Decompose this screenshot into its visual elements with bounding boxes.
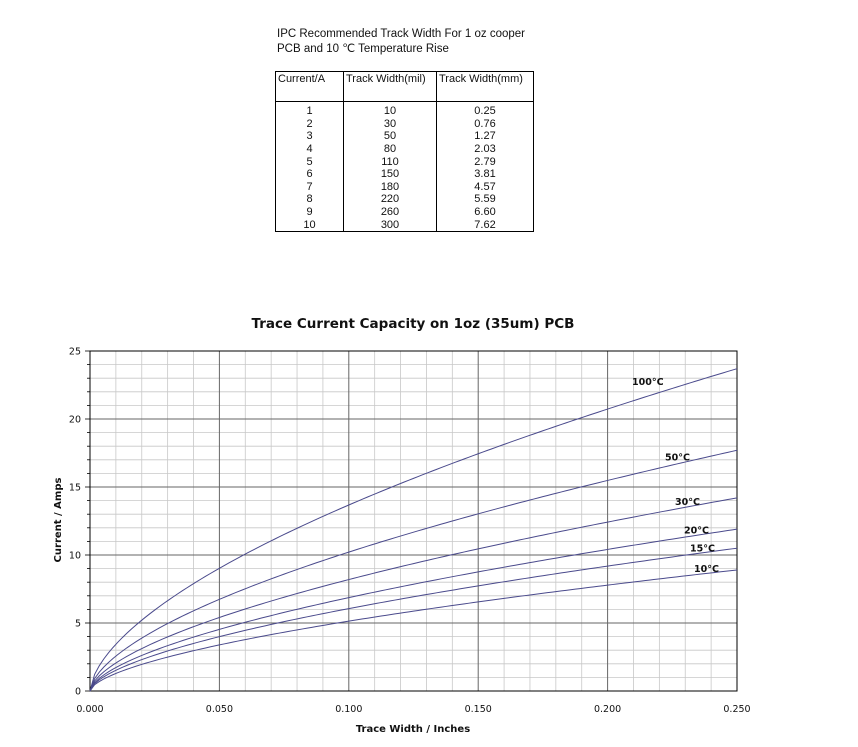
- cell-width-mm: 0.25: [436, 101, 534, 118]
- table-row: 2 30 0.76: [275, 117, 534, 131]
- series-curve: [89, 368, 738, 692]
- cell-width-mm: 6.60: [436, 205, 534, 219]
- cell-width-mm: 7.62: [436, 218, 534, 232]
- y-tick-labels: 0 5 10 15 20 25: [69, 347, 81, 698]
- x-tick-label: 0.150: [465, 704, 492, 715]
- y-tick-label: 15: [69, 483, 81, 494]
- cell-width-mm: 2.79: [436, 155, 534, 168]
- table-row: 7 180 4.57: [275, 180, 534, 194]
- cell-width-mm: 0.76: [436, 117, 534, 131]
- y-axis-label: Current / Amps: [53, 478, 64, 563]
- cell-width-mil: 10: [343, 101, 437, 118]
- series-curves: [89, 368, 738, 692]
- table-caption-line2: PCB and 10 ℃ Temperature Rise: [277, 43, 449, 55]
- table-row: 6 150 3.81: [275, 167, 534, 181]
- x-tick-labels: 0.000 0.050 0.100 0.150 0.200 0.250: [76, 704, 750, 715]
- series-labels: 100°C 50°C 30°C 20°C 15°C 10°C: [632, 377, 719, 575]
- series-curve: [89, 497, 738, 692]
- header-width-mil: Track Width(mil): [343, 71, 437, 102]
- cell-width-mm: 2.03: [436, 142, 534, 156]
- cell-width-mm: 4.57: [436, 180, 534, 194]
- table-row: 4 80 2.03: [275, 142, 534, 156]
- series-label: 15°C: [690, 544, 715, 555]
- cell-width-mm: 1.27: [436, 130, 534, 143]
- x-tick-label: 0.050: [206, 704, 233, 715]
- table-header-row: Current/A Track Width(mil) Track Width(m…: [275, 71, 534, 102]
- x-tick-label: 0.000: [76, 704, 103, 715]
- table-row: 10 300 7.62: [275, 218, 534, 232]
- series-curve: [89, 449, 738, 692]
- y-tick-label: 20: [69, 415, 81, 426]
- x-tick-label: 0.100: [335, 704, 362, 715]
- series-curve: [89, 569, 738, 692]
- x-axis-label: Trace Width / Inches: [356, 724, 470, 735]
- series-curve: [89, 528, 738, 692]
- series-label: 30°C: [675, 497, 700, 508]
- x-tick-label: 0.250: [723, 704, 750, 715]
- table-caption-line1: IPC Recommended Track Width For 1 oz coo…: [277, 28, 525, 40]
- track-width-table: Current/A Track Width(mil) Track Width(m…: [275, 71, 534, 232]
- y-tick-label: 10: [69, 551, 81, 562]
- chart-title: Trace Current Capacity on 1oz (35um) PCB: [252, 316, 575, 332]
- series-label: 50°C: [665, 453, 690, 464]
- table-row: 5 110 2.79: [275, 155, 534, 168]
- table-row: 8 220 5.59: [275, 193, 534, 206]
- series-label: 100°C: [632, 377, 664, 388]
- table-caption: IPC Recommended Track Width For 1 oz coo…: [277, 27, 577, 57]
- x-tick-label: 0.200: [594, 704, 621, 715]
- y-tick-label: 25: [69, 347, 81, 358]
- series-label: 20°C: [684, 525, 709, 536]
- header-width-mm: Track Width(mm): [436, 71, 534, 102]
- table-row: 3 50 1.27: [275, 130, 534, 143]
- table-row: 9 260 6.60: [275, 205, 534, 219]
- cell-width-mm: 3.81: [436, 167, 534, 181]
- cell-width-mm: 5.59: [436, 193, 534, 206]
- plot-frame: [89, 350, 738, 692]
- series-label: 10°C: [694, 564, 719, 575]
- table-row: 1 10 0.25: [275, 101, 534, 118]
- series-curve: [89, 547, 738, 692]
- y-tick-label: 5: [75, 619, 81, 630]
- y-tick-label: 0: [75, 687, 81, 698]
- major-gridlines: [90, 351, 737, 691]
- axis-tick-marks: [85, 350, 90, 692]
- header-current: Current/A: [275, 71, 344, 102]
- minor-gridlines: [90, 351, 737, 691]
